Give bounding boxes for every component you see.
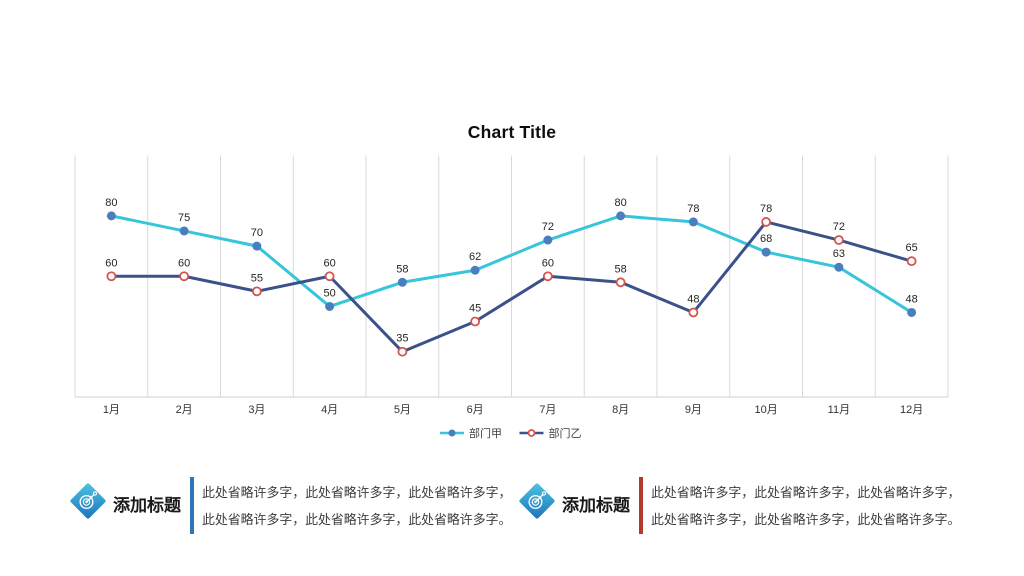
data-label: 80 [615, 197, 627, 209]
data-point-marker [251, 286, 262, 297]
x-axis-tick-label: 8月 [612, 404, 629, 416]
x-axis-tick-label: 12月 [900, 404, 923, 416]
data-point-marker [543, 235, 553, 245]
caption-block-right: 添加标题 此处省略许多字，此处省略许多字，此处省略许多字， 此处省略许多字，此处… [517, 476, 977, 538]
caption-text-line: 此处省略许多字，此处省略许多字，此处省略许多字， [651, 485, 961, 500]
data-label: 60 [324, 257, 336, 269]
data-point-marker [761, 217, 772, 227]
data-label: 63 [833, 248, 845, 260]
x-axis-tick-label: 10月 [755, 404, 778, 416]
data-point-marker [616, 211, 626, 221]
data-point-marker [106, 211, 116, 221]
x-axis-tick-label: 1月 [103, 404, 120, 416]
data-point-marker [324, 271, 335, 282]
caption-text-line: 此处省略许多字，此处省略许多字，此处省略许多字， [202, 485, 512, 500]
data-point-marker [252, 241, 262, 251]
data-label: 70 [251, 227, 263, 239]
data-point-marker [179, 226, 189, 236]
data-label: 68 [760, 233, 772, 245]
caption-divider [190, 477, 194, 534]
caption-text: 此处省略许多字，此处省略许多字，此处省略许多字， 此处省略许多字，此处省略许多字… [651, 479, 960, 533]
data-label: 50 [324, 287, 336, 299]
caption-text: 此处省略许多字，此处省略许多字，此处省略许多字， 此处省略许多字，此处省略许多字… [202, 479, 511, 533]
target-diamond-icon [519, 483, 555, 519]
data-point-marker [527, 429, 536, 437]
data-label: 55 [251, 272, 263, 284]
data-point-marker [907, 307, 917, 317]
x-axis-tick-label: 2月 [176, 404, 193, 416]
caption-text-line: 此处省略许多字，此处省略许多字，此处省略许多字。 [202, 512, 512, 527]
data-label: 58 [396, 263, 408, 275]
caption-text-line: 此处省略许多字，此处省略许多字，此处省略许多字。 [651, 512, 961, 527]
data-point-marker [834, 262, 844, 272]
data-point-marker [688, 307, 699, 318]
data-point-marker [397, 346, 408, 357]
data-point-marker [542, 271, 553, 282]
x-axis-tick-label: 3月 [248, 404, 265, 416]
data-label: 58 [615, 263, 627, 275]
line-chart: 1月 2月 3月 4月 5月 6月 7月 8月 9月 10月 11月 12月 80 75 70 50 58 62 7… [74, 155, 949, 440]
data-label: 35 [396, 333, 408, 345]
data-label: 65 [906, 242, 918, 254]
target-diamond-icon [70, 483, 106, 519]
legend-item-label: 部门乙 [549, 426, 582, 440]
data-label: 60 [178, 257, 190, 269]
series-line-2 [109, 220, 914, 354]
x-axis-tick-label: 4月 [321, 404, 338, 416]
chart-title: Chart Title [467, 122, 557, 142]
data-label: 62 [469, 251, 481, 263]
data-point-marker [106, 271, 117, 282]
x-axis-tick-label: 11月 [828, 404, 850, 416]
data-point-marker [470, 265, 480, 275]
data-label: 72 [833, 221, 845, 233]
data-label: 48 [687, 293, 699, 305]
data-point-marker [615, 277, 626, 288]
data-point-marker [179, 271, 190, 282]
caption-divider [639, 477, 643, 534]
data-point-marker [448, 429, 456, 437]
data-label: 60 [105, 257, 117, 269]
x-axis-tick-label: 9月 [685, 404, 702, 416]
x-axis-tick-label: 7月 [539, 404, 556, 416]
data-label: 78 [760, 203, 772, 215]
data-label: 60 [542, 257, 554, 269]
x-axis-tick-label: 6月 [467, 404, 484, 416]
caption-title: 添加标题 [562, 496, 630, 515]
data-label: 78 [687, 203, 699, 215]
data-label: 80 [105, 197, 117, 209]
data-point-marker [470, 316, 481, 327]
data-point-marker [761, 247, 771, 257]
legend-item-label: 部门甲 [469, 426, 502, 440]
data-point-marker [906, 256, 917, 267]
data-label: 48 [906, 293, 918, 305]
caption-title: 添加标题 [113, 496, 181, 515]
data-label: 75 [178, 212, 190, 224]
data-point-marker [688, 217, 698, 227]
x-axis-tick-label: 5月 [394, 404, 411, 416]
data-label: 72 [542, 221, 554, 233]
data-point-marker [833, 235, 844, 245]
series-line-1 [109, 214, 914, 314]
data-point-marker [397, 277, 407, 287]
data-point-marker [325, 301, 335, 311]
data-label: 45 [469, 303, 481, 315]
caption-block-left: 添加标题 此处省略许多字，此处省略许多字，此处省略许多字， 此处省略许多字，此处… [68, 476, 513, 538]
